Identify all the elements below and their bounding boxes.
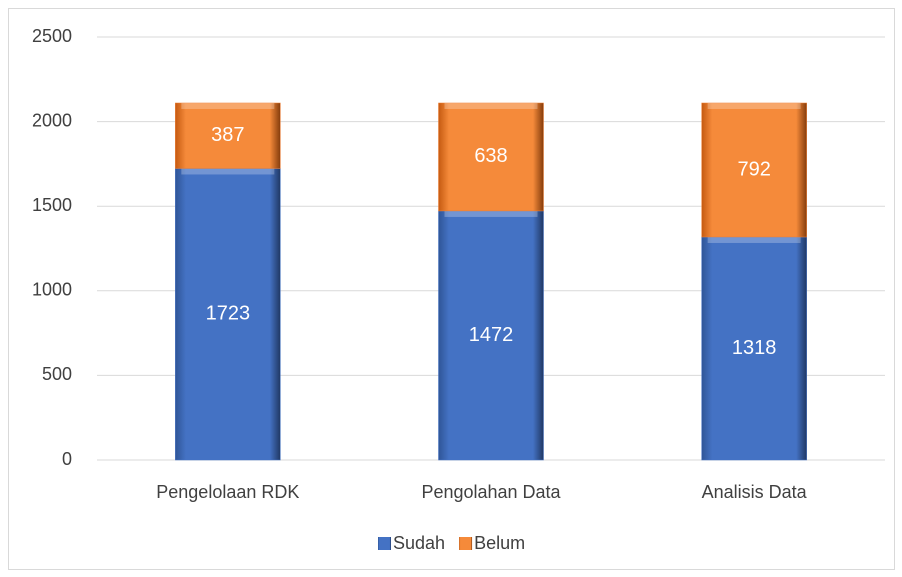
bar-bevel bbox=[707, 236, 801, 243]
data-label: 1318 bbox=[732, 337, 777, 359]
bar-segment bbox=[175, 102, 281, 169]
legend-swatch bbox=[459, 537, 473, 550]
bar-segment bbox=[175, 168, 281, 461]
bar-bevel bbox=[444, 102, 538, 109]
data-label: 638 bbox=[474, 145, 507, 167]
legend-label: Belum bbox=[474, 533, 525, 553]
y-tick-label: 1000 bbox=[32, 280, 72, 300]
x-tick-label: Pengolahan Data bbox=[421, 482, 561, 502]
data-label: 1723 bbox=[206, 303, 251, 325]
bar-bevel bbox=[181, 102, 275, 109]
y-tick-label: 1500 bbox=[32, 195, 72, 215]
bar-segment bbox=[701, 102, 807, 238]
data-label: 1472 bbox=[469, 324, 514, 346]
bar-segment bbox=[438, 102, 544, 212]
legend-label: Sudah bbox=[393, 533, 445, 553]
bar-segment bbox=[701, 236, 807, 461]
data-label: 792 bbox=[737, 158, 770, 180]
bar-bevel bbox=[707, 102, 801, 109]
data-label: 387 bbox=[211, 124, 244, 146]
bar-bevel bbox=[444, 210, 538, 217]
legend-swatch bbox=[378, 537, 391, 550]
x-tick-label: Analisis Data bbox=[702, 482, 808, 502]
y-tick-label: 500 bbox=[42, 364, 72, 384]
y-tick-label: 0 bbox=[62, 449, 72, 469]
bar-bevel bbox=[181, 168, 275, 175]
y-tick-label: 2500 bbox=[32, 26, 72, 46]
x-tick-label: Pengelolaan RDK bbox=[156, 482, 299, 502]
y-tick-label: 2000 bbox=[32, 110, 72, 130]
